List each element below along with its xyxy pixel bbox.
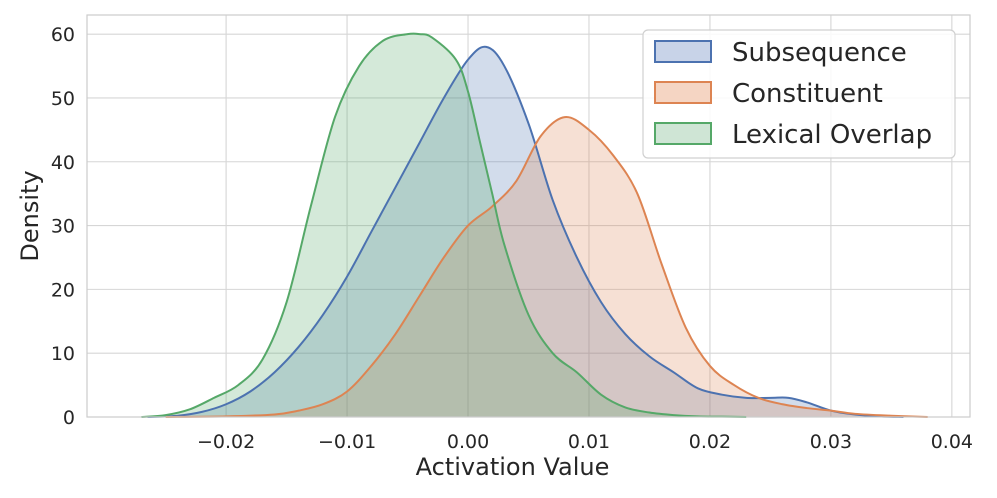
x-axis-title: Activation Value xyxy=(416,453,610,481)
density-line-subsequence xyxy=(147,45,904,418)
legend[interactable]: Subsequence Constituent Lexical Overlap xyxy=(642,29,956,159)
legend-swatch-lexical-overlap xyxy=(654,122,712,145)
density-line-constituent xyxy=(165,116,928,418)
y-tick-label: 40 xyxy=(51,152,75,174)
x-tick-label: −0.02 xyxy=(197,431,255,453)
y-tick-label: 20 xyxy=(51,279,75,301)
legend-box xyxy=(642,29,956,159)
y-tick-label: 50 xyxy=(51,88,75,110)
density-area-subsequence xyxy=(147,46,904,418)
density-area-constituent xyxy=(165,116,928,417)
axes: −0.02 −0.01 0.00 0.01 0.02 0.03 0.04 0 10 20 30 40 5… xyxy=(16,14,973,481)
x-tick-label: 0.02 xyxy=(689,431,731,453)
legend-label-constituent: Constituent xyxy=(732,79,883,109)
legend-label-subsequence: Subsequence xyxy=(732,38,907,68)
x-tick-label: −0.01 xyxy=(318,431,376,453)
density-line-lexical-overlap xyxy=(141,32,747,418)
density-series xyxy=(141,32,928,418)
y-axis-title: Density xyxy=(16,170,44,261)
y-tick-label: 0 xyxy=(63,407,75,429)
plot-frame xyxy=(86,14,971,418)
y-tick-label: 10 xyxy=(51,343,75,365)
x-tick-label: 0.00 xyxy=(447,431,489,453)
y-tick-label: 30 xyxy=(51,216,75,238)
x-tick-label: 0.04 xyxy=(931,431,973,453)
y-tick-label: 60 xyxy=(51,24,75,46)
legend-swatch-subsequence xyxy=(654,40,712,63)
x-tick-label: 0.01 xyxy=(568,431,610,453)
legend-swatch-constituent xyxy=(654,81,712,104)
legend-label-lexical-overlap: Lexical Overlap xyxy=(732,120,932,150)
density-area-lexical-overlap xyxy=(141,33,747,417)
x-tick-label: 0.03 xyxy=(810,431,852,453)
